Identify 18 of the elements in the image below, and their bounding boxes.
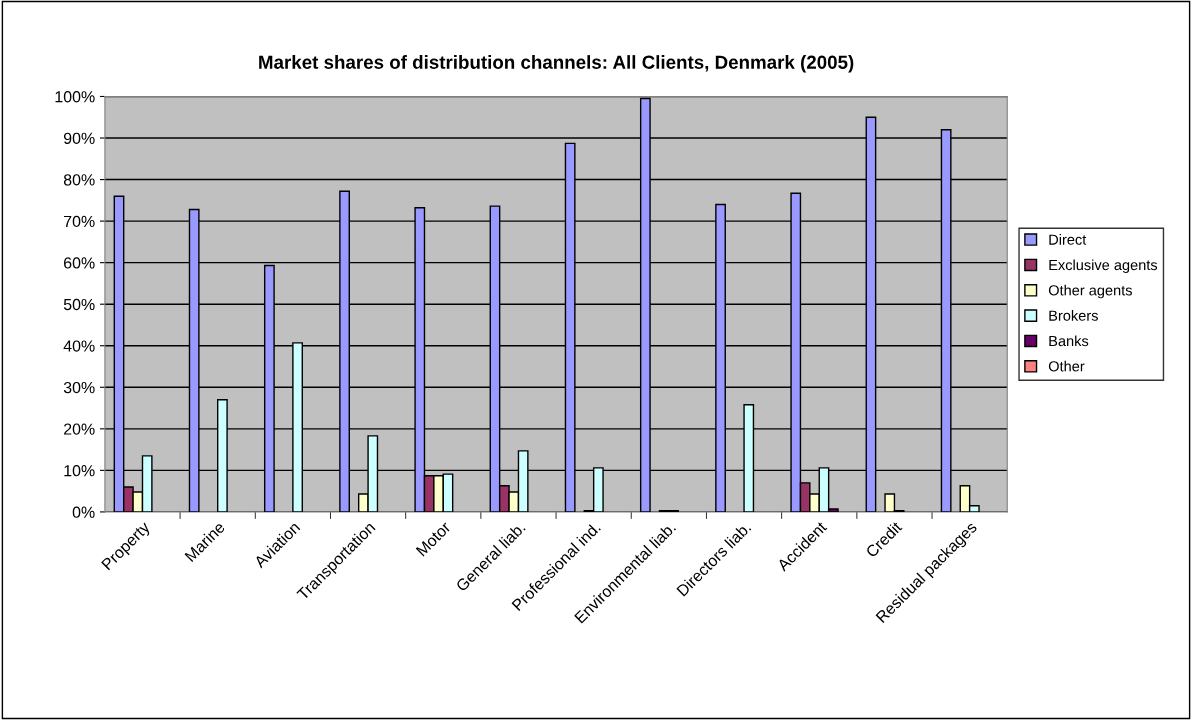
y-tick-label: 60% bbox=[64, 257, 95, 269]
y-tick-label: 30% bbox=[63, 381, 95, 394]
y-tick-label: 90% bbox=[63, 132, 95, 144]
legend-label: Direct bbox=[1049, 234, 1087, 245]
y-tick-label: 70% bbox=[64, 215, 95, 228]
y-tick-label: 40% bbox=[63, 340, 95, 352]
y-tick-label: 10% bbox=[64, 465, 95, 477]
legend-label: Other bbox=[1048, 360, 1085, 372]
y-tick-label: 100% bbox=[55, 91, 95, 103]
y-tick-label: 50% bbox=[63, 298, 95, 311]
legend-label: Other agents bbox=[1048, 284, 1132, 299]
y-tick-label: 80% bbox=[63, 174, 95, 186]
chart-title: Market shares of distribution channels: All Clients, Denmark (2005) bbox=[259, 55, 854, 73]
legend-label: Exclusive agents bbox=[1049, 259, 1158, 274]
legend-label: Banks bbox=[1049, 335, 1089, 347]
y-tick-label: 20% bbox=[64, 423, 95, 435]
legend-label: Brokers bbox=[1049, 310, 1098, 321]
y-tick-label: 0% bbox=[72, 506, 95, 518]
